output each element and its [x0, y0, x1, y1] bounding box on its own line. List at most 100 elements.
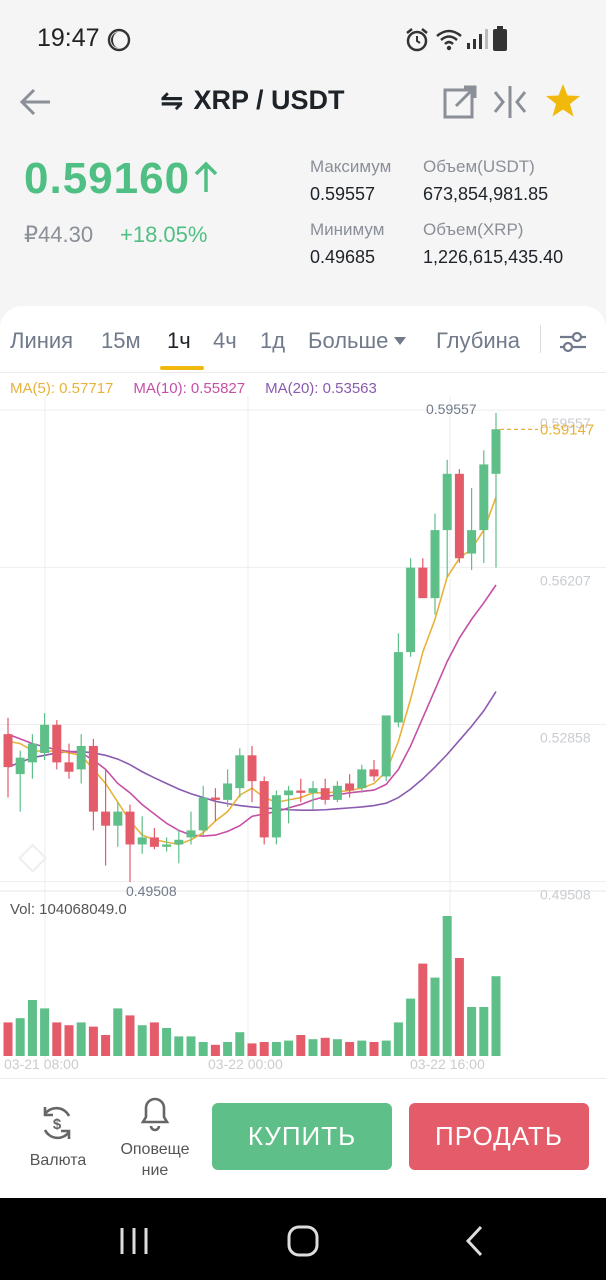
volume-bar	[259, 1042, 269, 1056]
back-arrow-icon[interactable]	[18, 84, 54, 120]
tab-15m[interactable]: 15м	[101, 328, 141, 353]
volume-bar	[149, 1022, 159, 1056]
candle-body	[491, 429, 501, 474]
volume-bar	[174, 1036, 184, 1056]
candle-body	[284, 790, 294, 796]
volume-bar	[284, 1040, 294, 1056]
candle-body	[430, 530, 440, 599]
candle-body	[296, 790, 306, 793]
volume-usdt-label: Объем(USDT)	[423, 157, 535, 176]
ma20-legend: MA(20): 0.53563	[265, 380, 377, 397]
buy-button[interactable]: КУПИТЬ	[212, 1103, 392, 1170]
alerts-label[interactable]: Оповеще ние	[112, 1141, 198, 1180]
candle-body	[247, 755, 257, 782]
candle-body	[467, 530, 477, 554]
volume-bar	[296, 1035, 306, 1056]
tab-1h[interactable]: 1ч	[167, 328, 191, 353]
low-marker-label: 0.49508	[126, 883, 177, 899]
time-axis-label: 03-22 16:00	[410, 1056, 485, 1072]
currency-exchange-icon[interactable]: $	[38, 1104, 76, 1142]
volume-bar	[186, 1036, 196, 1056]
volume-bar	[235, 1032, 245, 1056]
time-axis-label: 03-22 00:00	[208, 1056, 283, 1072]
candle-body	[52, 724, 62, 763]
pair-name: XRP / USDT	[193, 85, 345, 115]
volume-bar	[162, 1028, 172, 1056]
candle-body	[40, 724, 50, 753]
tab-more-label: Больше	[308, 328, 389, 353]
candlestick-chart[interactable]: ◇ 0.59557 0.56207 0.52858 0.49508 0.59557 0.49…	[0, 396, 606, 1076]
up-arrow-icon	[194, 161, 218, 192]
tab-depth[interactable]: Глубина	[436, 328, 521, 353]
candle-body	[442, 473, 452, 531]
candle-body	[27, 743, 37, 763]
candle-body	[223, 783, 233, 800]
system-back-icon[interactable]	[462, 1224, 486, 1258]
svg-text:$: $	[53, 1116, 62, 1133]
volume-bar	[40, 1008, 50, 1056]
tab-line[interactable]: Линия	[10, 328, 74, 353]
candle-body	[357, 769, 367, 789]
candle-body	[64, 762, 74, 772]
volume-bar	[125, 1015, 135, 1056]
volume-bar	[76, 1022, 86, 1056]
bell-icon[interactable]	[136, 1092, 174, 1132]
candle-body	[235, 755, 245, 789]
sell-button[interactable]: ПРОДАТЬ	[409, 1103, 589, 1170]
volume-bar	[369, 1042, 379, 1056]
currency-label[interactable]: Валюта	[29, 1152, 87, 1169]
tabs-border	[0, 372, 606, 373]
candle-body	[88, 745, 98, 812]
ma5-legend: MA(5): 0.57717	[10, 380, 114, 397]
candle-body	[320, 788, 330, 800]
tab-4h[interactable]: 4ч	[213, 328, 237, 353]
volume-bar	[320, 1037, 330, 1056]
favorite-star-icon[interactable]	[544, 82, 582, 120]
volume-bar	[15, 1018, 25, 1056]
price-axis-label: 0.49508	[540, 887, 591, 903]
caret-down-icon	[394, 337, 407, 345]
volume-bar	[137, 1025, 147, 1056]
price-axis-label: 0.59557	[540, 415, 591, 431]
volume-bar	[332, 1039, 342, 1056]
candle-body	[15, 757, 25, 775]
candle-body	[162, 844, 172, 847]
volume-bar	[52, 1022, 62, 1056]
volume-usdt-value: 673,854,981.85	[423, 184, 549, 204]
tab-1d[interactable]: 1д	[260, 328, 286, 353]
candle-body	[101, 811, 111, 826]
candle-body	[113, 811, 123, 826]
status-time: 19:47	[37, 24, 100, 52]
candle-body	[271, 795, 281, 838]
active-tab-indicator	[160, 366, 204, 370]
chart-card	[0, 306, 606, 1078]
candle-body	[259, 781, 269, 838]
volume-bar	[308, 1039, 318, 1056]
open-external-icon[interactable]	[442, 84, 478, 120]
candle-body	[3, 734, 13, 768]
volume-bar	[101, 1035, 111, 1056]
high-value: 0.59557	[310, 184, 376, 204]
pair-title[interactable]: ⇋ XRP / USDT	[160, 84, 345, 117]
tab-more[interactable]: Больше	[308, 328, 407, 354]
battery-icon	[493, 26, 507, 51]
volume-bar	[88, 1026, 98, 1056]
volume-xrp-label: Объем(XRP)	[423, 220, 524, 239]
chart-settings-icon[interactable]	[558, 330, 588, 354]
system-nav-bar	[0, 1198, 606, 1280]
volume-bar	[3, 1022, 13, 1056]
split-view-icon[interactable]	[492, 84, 528, 120]
volume-bar	[113, 1008, 123, 1056]
home-icon[interactable]	[286, 1224, 320, 1258]
candle-body	[125, 811, 135, 845]
high-marker-label: 0.59557	[426, 401, 477, 417]
candle-body	[198, 797, 208, 831]
candle-body	[369, 769, 379, 777]
tabs-divider	[540, 325, 541, 353]
volume-bar	[393, 1022, 403, 1056]
alarm-icon	[406, 28, 428, 52]
volume-bar	[467, 1007, 477, 1056]
recent-apps-icon[interactable]	[118, 1226, 152, 1256]
candle-body	[418, 567, 428, 599]
candle-body	[393, 652, 403, 723]
